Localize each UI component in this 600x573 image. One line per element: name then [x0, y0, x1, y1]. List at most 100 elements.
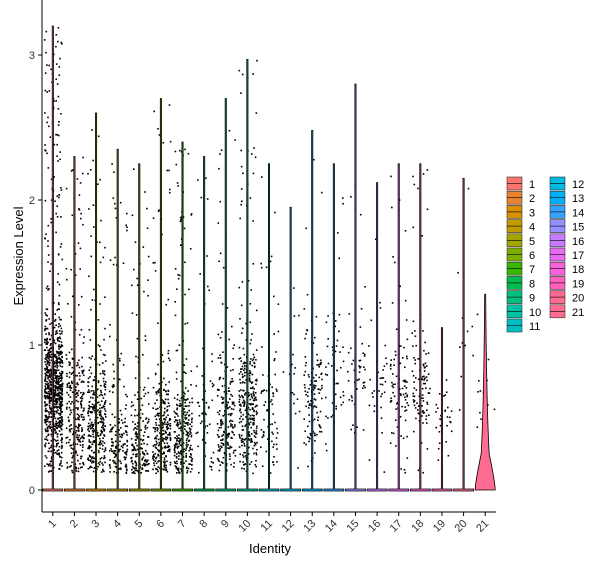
jitter-point: [222, 462, 224, 464]
jitter-point: [111, 427, 113, 429]
jitter-point: [385, 357, 387, 359]
jitter-point: [70, 268, 72, 271]
jitter-point: [69, 439, 71, 441]
jitter-point: [61, 360, 63, 362]
jitter-point: [152, 445, 155, 447]
jitter-point: [114, 452, 116, 455]
jitter-point: [175, 446, 177, 448]
jitter-point: [306, 329, 309, 332]
jitter-point: [242, 454, 244, 456]
jitter-point: [178, 452, 180, 455]
jitter-point: [102, 422, 105, 424]
jitter-point: [56, 452, 58, 455]
jitter-point: [135, 467, 137, 470]
jitter-point: [249, 372, 252, 375]
jitter-point: [412, 345, 414, 347]
jitter-point: [148, 403, 150, 405]
jitter-point: [61, 356, 63, 359]
jitter-point: [391, 302, 394, 304]
jitter-point: [233, 466, 235, 468]
jitter-point: [55, 359, 57, 362]
jitter-point: [247, 434, 250, 437]
jitter-point: [165, 464, 167, 467]
jitter-point: [126, 212, 128, 215]
jitter-point: [58, 468, 61, 470]
jitter-point: [382, 369, 384, 371]
jitter-point: [185, 372, 187, 375]
jitter-point: [113, 377, 115, 380]
jitter-point: [368, 404, 371, 407]
jitter-point: [80, 466, 82, 469]
jitter-point: [102, 437, 104, 439]
jitter-point: [55, 63, 58, 65]
jitter-point: [50, 387, 52, 390]
jitter-point: [325, 415, 327, 418]
jitter-point: [184, 148, 186, 151]
jitter-point: [395, 408, 397, 410]
jitter-point: [100, 219, 102, 222]
jitter-point: [100, 471, 103, 473]
jitter-point: [53, 354, 56, 357]
jitter-point: [46, 427, 49, 429]
jitter-point: [80, 406, 83, 409]
jitter-point: [75, 430, 78, 432]
jitter-point: [124, 451, 126, 454]
jitter-point: [83, 437, 85, 440]
jitter-point: [104, 327, 106, 330]
jitter-point: [92, 393, 94, 396]
jitter-point: [166, 428, 169, 431]
jitter-point: [205, 402, 208, 404]
jitter-point: [146, 227, 149, 230]
jitter-point: [50, 460, 53, 463]
jitter-point: [90, 406, 93, 408]
jitter-point: [251, 364, 253, 367]
jitter-point: [60, 411, 63, 414]
jitter-point: [183, 391, 185, 394]
jitter-point: [187, 422, 189, 424]
jitter-point: [412, 175, 414, 178]
jitter-point: [54, 365, 57, 368]
jitter-point: [247, 432, 250, 434]
jitter-point: [56, 155, 58, 157]
jitter-point: [146, 453, 149, 455]
jitter-point: [58, 316, 60, 319]
jitter-point: [381, 432, 383, 434]
jitter-point: [60, 344, 63, 346]
jitter-point: [114, 416, 116, 418]
jitter-point: [58, 381, 60, 383]
jitter-point: [297, 467, 299, 469]
jitter-point: [124, 421, 126, 423]
jitter-point: [65, 437, 67, 439]
jitter-point: [114, 434, 117, 436]
jitter-point: [338, 330, 340, 333]
jitter-point: [78, 194, 81, 196]
jitter-point: [320, 361, 322, 364]
jitter-point: [175, 442, 177, 445]
jitter-point: [57, 449, 60, 451]
jitter-point: [60, 41, 63, 44]
jitter-point: [56, 450, 59, 452]
jitter-point: [391, 432, 393, 434]
jitter-point: [175, 349, 178, 352]
jitter-point: [89, 460, 92, 462]
violin-group-9: [215, 98, 237, 492]
jitter-point: [48, 125, 50, 128]
jitter-point: [276, 448, 278, 450]
jitter-point: [221, 402, 224, 404]
jitter-point: [245, 423, 247, 426]
jitter-point: [169, 427, 172, 430]
jitter-point: [115, 445, 117, 448]
jitter-point: [253, 444, 256, 447]
jitter-point: [178, 472, 181, 474]
jitter-point: [239, 437, 241, 439]
jitter-point: [206, 255, 208, 257]
jitter-point: [81, 436, 83, 438]
jitter-point: [49, 348, 51, 350]
jitter-point: [56, 397, 58, 400]
jitter-point: [134, 472, 136, 475]
jitter-point: [190, 459, 193, 462]
jitter-point: [358, 378, 360, 381]
jitter-point: [310, 434, 312, 437]
jitter-point: [49, 270, 51, 272]
